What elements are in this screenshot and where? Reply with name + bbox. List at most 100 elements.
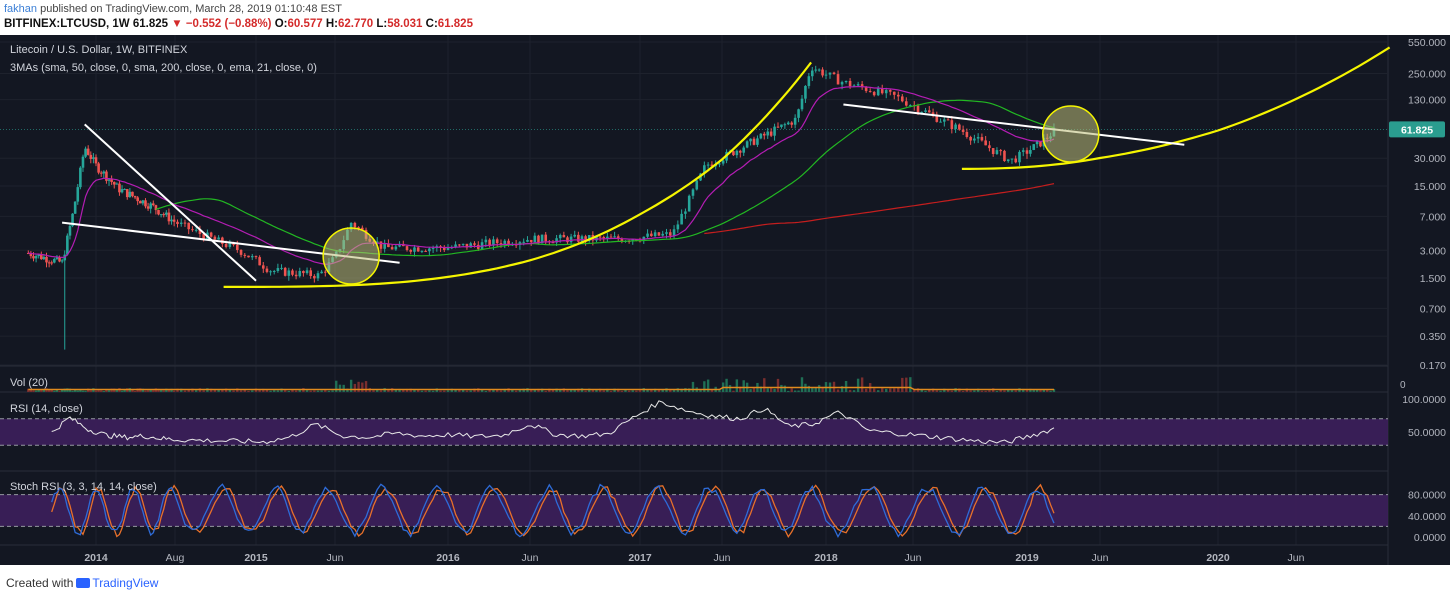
volume-bar — [1007, 389, 1010, 392]
volume-bar — [213, 389, 217, 392]
volume-bar — [159, 389, 163, 392]
volume-bar — [661, 389, 664, 392]
volume-bar — [283, 390, 287, 392]
volume-label[interactable]: Vol (20) — [10, 377, 48, 389]
candle-body — [357, 227, 360, 229]
volume-bar — [113, 388, 116, 392]
volume-bar — [555, 388, 558, 392]
chart-area[interactable]: Litecoin / U.S. Dollar, 1W, BITFINEX 3MA… — [0, 35, 1450, 565]
candle-body — [1018, 151, 1021, 163]
candle-body — [469, 243, 473, 248]
candle-body — [217, 237, 220, 240]
candle-body — [832, 72, 836, 75]
volume-bar — [167, 389, 171, 392]
volume-bar — [133, 390, 137, 392]
tradingview-brand-link[interactable]: TradingView — [92, 576, 159, 590]
x-tick-label: 2019 — [1015, 552, 1039, 564]
volume-bar — [836, 389, 840, 392]
candle-body — [756, 138, 759, 145]
candle-body — [533, 235, 537, 243]
volume-bar — [725, 378, 728, 392]
volume-bar — [183, 390, 187, 392]
candle-body — [773, 126, 776, 136]
candle-body — [1021, 150, 1025, 152]
volume-bar — [324, 390, 327, 392]
candle-body — [55, 257, 59, 259]
publish-text: published on TradingView.com, March 28, … — [37, 3, 342, 15]
x-tick-label: Jun — [1288, 552, 1305, 564]
volume-bar — [905, 377, 908, 392]
volume-bar — [889, 388, 892, 392]
candle-body — [961, 129, 965, 132]
y-tick-label: 550.000 — [1408, 37, 1446, 49]
tradingview-logo-icon — [76, 578, 91, 588]
candle-body — [916, 105, 920, 113]
candle-body — [302, 270, 305, 274]
candle-body — [569, 236, 573, 243]
volume-bar — [1025, 389, 1029, 392]
volume-bar — [416, 389, 420, 392]
open-label: O: — [274, 18, 288, 30]
rsi-label[interactable]: RSI (14, close) — [10, 403, 83, 415]
candle-body — [37, 254, 41, 257]
volume-bar — [499, 390, 503, 392]
price-scale-background[interactable] — [1388, 35, 1450, 565]
high-label: H: — [325, 18, 339, 30]
volume-bar — [349, 379, 353, 392]
volume-bar — [29, 388, 33, 392]
candle-body — [265, 268, 269, 272]
volume-bar — [496, 389, 499, 392]
stoch-tick-label: 80.0000 — [1408, 490, 1446, 502]
candle-body — [684, 211, 687, 214]
candle-body — [766, 131, 770, 136]
ma-indicator-label[interactable]: 3MAs (sma, 50, close, 0, sma, 200, close… — [10, 62, 317, 74]
candle-body — [672, 229, 676, 236]
volume-bar — [120, 390, 124, 392]
sma50-line — [155, 99, 1055, 257]
candle-body — [1032, 144, 1036, 150]
volume-bar — [1003, 390, 1006, 392]
volume-bar — [569, 389, 573, 392]
candle-body — [939, 121, 942, 123]
candle-body — [522, 241, 525, 243]
stoch-rsi-label[interactable]: Stoch RSI (3, 3, 14, 14, close) — [10, 481, 157, 493]
candle-body — [47, 262, 51, 264]
candle-body — [123, 189, 126, 191]
candle-body — [213, 236, 217, 240]
candle-body — [721, 160, 725, 164]
candle-body — [387, 243, 390, 248]
volume-zero-label: 0 — [1400, 380, 1406, 391]
volume-bar — [217, 389, 220, 392]
candle-body — [526, 239, 529, 242]
candle-body — [973, 138, 976, 141]
volume-bar — [984, 390, 987, 392]
volume-bar — [844, 380, 848, 392]
candle-body — [544, 234, 548, 242]
author-link[interactable]: fakhan — [4, 3, 38, 15]
candle-body — [236, 244, 239, 250]
volume-bar — [469, 390, 472, 392]
candle-body — [313, 276, 316, 279]
candle-body — [635, 239, 638, 241]
candle-body — [817, 69, 821, 71]
volume-bar — [860, 377, 864, 392]
candle-body — [555, 238, 558, 243]
candle-body — [141, 200, 145, 204]
volume-bar — [94, 390, 98, 392]
candle-body — [958, 124, 961, 130]
candle-body — [154, 205, 158, 211]
x-tick-label: 2017 — [628, 552, 652, 564]
volume-bar — [588, 388, 591, 392]
volume-bar — [680, 388, 683, 392]
candle-body — [209, 232, 213, 237]
candle-body — [316, 273, 320, 279]
volume-bar — [146, 390, 150, 392]
candle-body — [228, 242, 232, 247]
volume-bar — [530, 389, 533, 392]
volume-bar — [37, 389, 40, 392]
y-tick-label: 30.000 — [1414, 153, 1446, 165]
candle-body — [800, 98, 804, 110]
candle-body — [613, 236, 616, 238]
highlight-circle-1 — [322, 227, 380, 285]
candle-body — [495, 239, 499, 244]
